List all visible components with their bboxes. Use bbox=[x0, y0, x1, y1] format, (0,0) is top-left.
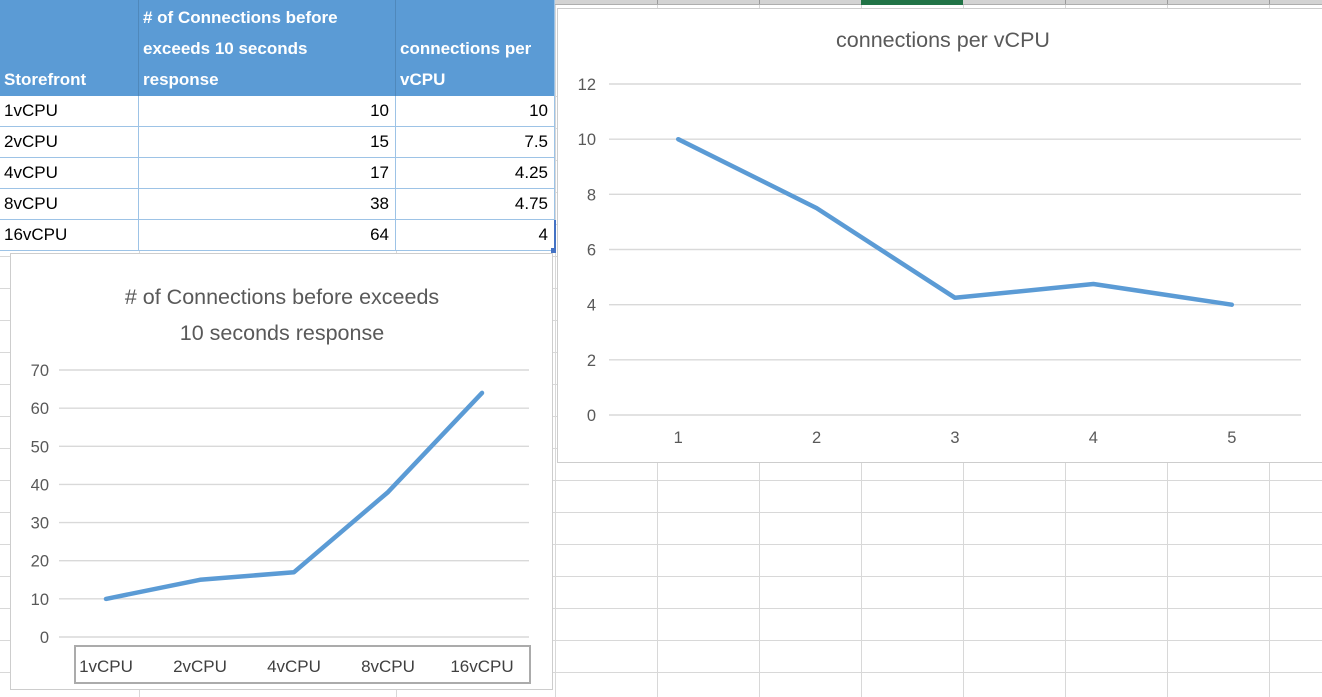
storefront-table: Storefront # of Connections before excee… bbox=[0, 0, 555, 251]
chart-title: connections per vCPU bbox=[836, 28, 1050, 52]
table-header-row: Storefront # of Connections before excee… bbox=[0, 0, 555, 96]
cell-per-vcpu[interactable]: 10 bbox=[396, 96, 555, 127]
table-body: 1vCPU 10 10 2vCPU 15 7.5 4vCPU 17 4.25 8… bbox=[0, 96, 555, 251]
header-per-vcpu-line: connections per bbox=[400, 39, 532, 58]
grid-hline bbox=[0, 512, 1322, 513]
y-tick-label: 2 bbox=[587, 352, 596, 370]
column-divider-tick bbox=[759, 0, 760, 4]
header-cell-storefront[interactable]: Storefront bbox=[0, 0, 139, 96]
header-connections-line: response bbox=[143, 70, 219, 89]
header-connections-line: # of Connections before bbox=[143, 8, 338, 27]
cell-storefront[interactable]: 4vCPU bbox=[0, 158, 139, 189]
column-header-strip bbox=[555, 0, 1322, 5]
y-tick-label: 10 bbox=[578, 131, 596, 149]
x-tick-label: 5 bbox=[1227, 429, 1236, 447]
table-row: 4vCPU 17 4.25 bbox=[0, 158, 555, 189]
selected-column-header[interactable] bbox=[861, 0, 963, 5]
x-tick-label: 4 bbox=[1089, 429, 1098, 447]
y-tick-label: 40 bbox=[31, 476, 49, 494]
column-divider-tick bbox=[1065, 0, 1066, 4]
x-tick-label: 1vCPU bbox=[79, 657, 133, 676]
grid-hline bbox=[0, 576, 1322, 577]
cell-per-vcpu[interactable]: 4.75 bbox=[396, 189, 555, 220]
table-resize-handle[interactable] bbox=[551, 248, 556, 253]
grid-hline bbox=[0, 640, 1322, 641]
table-row: 1vCPU 10 10 bbox=[0, 96, 555, 127]
x-tick-label: 2 bbox=[812, 429, 821, 447]
connections-chart[interactable]: # of Connections before exceeds 10 second… bbox=[10, 253, 553, 690]
cell-connections[interactable]: 38 bbox=[139, 189, 396, 220]
cell-storefront[interactable]: 8vCPU bbox=[0, 189, 139, 220]
y-tick-label: 50 bbox=[31, 438, 49, 456]
grid-hline bbox=[0, 480, 1322, 481]
y-tick-label: 60 bbox=[31, 400, 49, 418]
y-tick-label: 20 bbox=[31, 553, 49, 571]
series-line[interactable] bbox=[103, 390, 485, 602]
header-storefront-label: Storefront bbox=[4, 70, 87, 89]
table-row: 16vCPU 64 4 bbox=[0, 220, 555, 251]
per-vcpu-chart[interactable]: connections per vCPU 0 2 4 6 8 10 12 1 2 3 4 5 bbox=[557, 8, 1322, 463]
x-tick-label: 4vCPU bbox=[267, 657, 321, 676]
grid-hline bbox=[0, 608, 1322, 609]
cell-per-vcpu[interactable]: 7.5 bbox=[396, 127, 555, 158]
x-tick-label: 2vCPU bbox=[173, 657, 227, 676]
x-tick-label: 3 bbox=[950, 429, 959, 447]
cell-storefront[interactable]: 1vCPU bbox=[0, 96, 139, 127]
y-tick-label: 30 bbox=[31, 515, 49, 533]
header-connections-line: exceeds 10 seconds bbox=[143, 39, 308, 58]
y-tick-label: 10 bbox=[31, 591, 49, 609]
x-tick-label: 8vCPU bbox=[361, 657, 415, 676]
table-row: 2vCPU 15 7.5 bbox=[0, 127, 555, 158]
y-tick-label: 0 bbox=[40, 629, 49, 647]
y-tick-label: 8 bbox=[587, 186, 596, 204]
cell-connections[interactable]: 10 bbox=[139, 96, 396, 127]
y-tick-label: 0 bbox=[587, 407, 596, 425]
chart-title: # of Connections before exceeds bbox=[125, 285, 439, 309]
table-row: 8vCPU 38 4.75 bbox=[0, 189, 555, 220]
cell-storefront[interactable]: 16vCPU bbox=[0, 220, 139, 251]
chart-title: 10 seconds response bbox=[180, 321, 384, 345]
table-selection-edge bbox=[554, 220, 556, 248]
x-tick-label: 16vCPU bbox=[450, 657, 513, 676]
header-per-vcpu-line: vCPU bbox=[400, 70, 446, 89]
cell-storefront[interactable]: 2vCPU bbox=[0, 127, 139, 158]
column-divider-tick bbox=[1167, 0, 1168, 4]
y-tick-label: 4 bbox=[587, 297, 596, 315]
y-tick-label: 6 bbox=[587, 242, 596, 260]
cell-connections[interactable]: 64 bbox=[139, 220, 396, 251]
grid-hline bbox=[0, 544, 1322, 545]
cell-connections[interactable]: 15 bbox=[139, 127, 396, 158]
grid-vline bbox=[555, 0, 556, 697]
cell-connections[interactable]: 17 bbox=[139, 158, 396, 189]
y-tick-label: 70 bbox=[31, 362, 49, 380]
connections-chart-canvas: # of Connections before exceeds 10 second… bbox=[31, 285, 531, 684]
header-cell-per-vcpu[interactable]: connections per vCPU bbox=[396, 0, 555, 96]
x-tick-label: 1 bbox=[674, 429, 683, 447]
cell-per-vcpu[interactable]: 4.25 bbox=[396, 158, 555, 189]
grid-hline bbox=[0, 672, 1322, 673]
y-tick-label: 12 bbox=[578, 76, 596, 94]
column-divider-tick bbox=[657, 0, 658, 4]
x-axis-label-box bbox=[74, 645, 531, 684]
header-cell-connections[interactable]: # of Connections before exceeds 10 secon… bbox=[139, 0, 396, 96]
series-line[interactable] bbox=[675, 136, 1235, 307]
cell-per-vcpu[interactable]: 4 bbox=[396, 220, 555, 251]
column-divider-tick bbox=[1269, 0, 1270, 4]
